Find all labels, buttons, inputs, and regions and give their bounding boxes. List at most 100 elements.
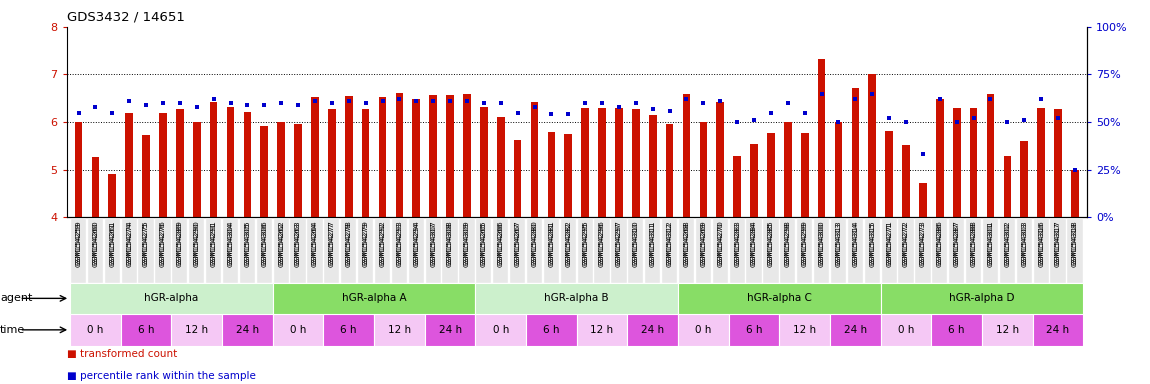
Text: GSM154278: GSM154278 bbox=[346, 223, 352, 267]
Bar bbox=[273, 314, 323, 346]
Text: hGR-alpha D: hGR-alpha D bbox=[949, 293, 1014, 303]
Text: GSM154281: GSM154281 bbox=[549, 223, 554, 267]
Text: GSM154300: GSM154300 bbox=[819, 220, 825, 265]
Bar bbox=[121, 314, 171, 346]
Bar bbox=[273, 283, 475, 314]
FancyBboxPatch shape bbox=[291, 219, 306, 283]
Text: hGR-alpha: hGR-alpha bbox=[144, 293, 199, 303]
Text: GSM154282: GSM154282 bbox=[566, 220, 572, 265]
Bar bbox=[886, 131, 892, 217]
FancyBboxPatch shape bbox=[1050, 219, 1066, 283]
Bar bbox=[396, 93, 404, 217]
FancyBboxPatch shape bbox=[527, 219, 542, 283]
Text: 12 h: 12 h bbox=[996, 325, 1019, 335]
FancyBboxPatch shape bbox=[865, 219, 880, 283]
Text: GSM154317: GSM154317 bbox=[1055, 223, 1061, 267]
Bar bbox=[982, 314, 1033, 346]
Text: GSM154294: GSM154294 bbox=[413, 223, 420, 267]
Text: GSM154316: GSM154316 bbox=[1038, 220, 1044, 265]
Text: GSM154261: GSM154261 bbox=[109, 223, 115, 267]
Bar bbox=[108, 174, 116, 217]
Text: GSM154295: GSM154295 bbox=[582, 223, 588, 267]
Text: GSM154294: GSM154294 bbox=[413, 220, 420, 265]
Bar bbox=[70, 314, 121, 346]
Text: GSM154304: GSM154304 bbox=[228, 220, 233, 265]
Text: GSM154269: GSM154269 bbox=[700, 220, 706, 265]
Bar bbox=[547, 132, 555, 217]
Text: GSM154317: GSM154317 bbox=[1055, 220, 1061, 265]
Text: GSM154271: GSM154271 bbox=[887, 223, 892, 267]
Text: GSM154303: GSM154303 bbox=[1021, 220, 1027, 265]
Bar bbox=[767, 132, 775, 217]
Text: GSM154307: GSM154307 bbox=[430, 223, 436, 267]
FancyBboxPatch shape bbox=[1034, 219, 1049, 283]
Text: GSM154295: GSM154295 bbox=[582, 220, 588, 265]
Bar bbox=[919, 183, 927, 217]
FancyBboxPatch shape bbox=[87, 219, 103, 283]
FancyBboxPatch shape bbox=[375, 219, 390, 283]
Text: 6 h: 6 h bbox=[138, 325, 154, 335]
FancyBboxPatch shape bbox=[172, 219, 187, 283]
Text: GSM154302: GSM154302 bbox=[1004, 223, 1011, 267]
Text: GSM154305: GSM154305 bbox=[245, 220, 251, 265]
FancyBboxPatch shape bbox=[342, 219, 356, 283]
Bar bbox=[244, 112, 251, 217]
Bar bbox=[294, 124, 301, 217]
Bar bbox=[969, 108, 977, 217]
Text: GSM154307: GSM154307 bbox=[430, 220, 436, 265]
Text: GSM154275: GSM154275 bbox=[143, 220, 150, 265]
Bar bbox=[193, 122, 200, 217]
Bar bbox=[565, 134, 572, 217]
Bar bbox=[953, 108, 960, 217]
Text: GSM154274: GSM154274 bbox=[126, 223, 132, 267]
FancyBboxPatch shape bbox=[71, 219, 86, 283]
Text: 12 h: 12 h bbox=[793, 325, 816, 335]
Bar bbox=[615, 108, 623, 217]
Text: GSM154318: GSM154318 bbox=[1072, 220, 1078, 265]
FancyBboxPatch shape bbox=[1067, 219, 1082, 283]
Text: GSM154302: GSM154302 bbox=[1004, 220, 1011, 265]
Bar bbox=[261, 126, 268, 217]
Bar bbox=[1037, 108, 1045, 217]
Text: GSM154264: GSM154264 bbox=[312, 223, 317, 267]
Text: GSM154290: GSM154290 bbox=[193, 220, 200, 265]
Text: GSM154286: GSM154286 bbox=[937, 223, 943, 267]
Text: GSM154318: GSM154318 bbox=[1072, 223, 1078, 267]
Text: GSM154301: GSM154301 bbox=[988, 220, 994, 265]
Text: GSM154282: GSM154282 bbox=[566, 223, 572, 267]
Bar bbox=[323, 314, 374, 346]
Bar bbox=[75, 122, 83, 217]
Text: 0 h: 0 h bbox=[492, 325, 509, 335]
Bar bbox=[903, 145, 910, 217]
Text: GSM154280: GSM154280 bbox=[531, 223, 537, 267]
FancyBboxPatch shape bbox=[105, 219, 120, 283]
Text: GSM154309: GSM154309 bbox=[463, 223, 470, 267]
Bar bbox=[868, 74, 876, 217]
Text: GSM154289: GSM154289 bbox=[177, 223, 183, 267]
Text: GSM154290: GSM154290 bbox=[193, 223, 200, 267]
Text: GSM154305: GSM154305 bbox=[245, 223, 251, 267]
FancyBboxPatch shape bbox=[831, 219, 846, 283]
Text: GSM154268: GSM154268 bbox=[683, 220, 690, 265]
Bar bbox=[987, 94, 995, 217]
Bar bbox=[312, 98, 319, 217]
FancyBboxPatch shape bbox=[307, 219, 322, 283]
Text: GSM154316: GSM154316 bbox=[1038, 223, 1044, 267]
Text: GSM154314: GSM154314 bbox=[852, 220, 858, 265]
Text: GSM154277: GSM154277 bbox=[329, 220, 335, 265]
FancyBboxPatch shape bbox=[983, 219, 998, 283]
Text: GSM154291: GSM154291 bbox=[210, 220, 216, 265]
Text: GSM154286: GSM154286 bbox=[937, 220, 943, 265]
Text: GSM154291: GSM154291 bbox=[210, 223, 216, 267]
Text: GSM154272: GSM154272 bbox=[903, 223, 908, 267]
FancyBboxPatch shape bbox=[509, 219, 526, 283]
Bar bbox=[497, 118, 505, 217]
FancyBboxPatch shape bbox=[999, 219, 1015, 283]
Text: GSM154299: GSM154299 bbox=[802, 220, 807, 265]
Text: 0 h: 0 h bbox=[898, 325, 914, 335]
Text: 6 h: 6 h bbox=[746, 325, 762, 335]
FancyBboxPatch shape bbox=[882, 219, 897, 283]
FancyBboxPatch shape bbox=[628, 219, 644, 283]
Text: GSM154268: GSM154268 bbox=[683, 223, 690, 267]
Text: GSM154284: GSM154284 bbox=[751, 223, 757, 267]
